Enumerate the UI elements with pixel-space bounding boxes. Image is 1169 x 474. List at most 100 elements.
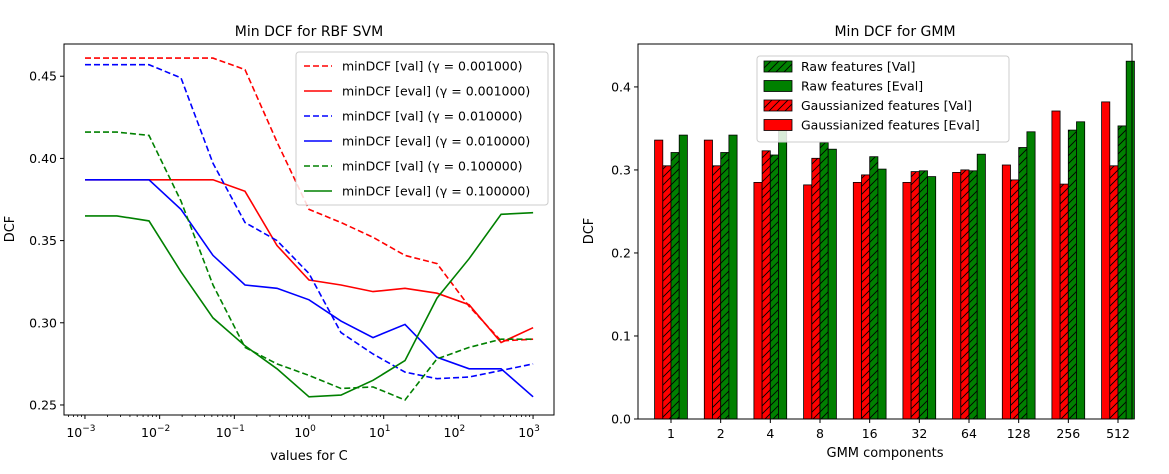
gmm-x-tick-label: 128	[1007, 426, 1031, 441]
gmm-x-tick-label: 1	[667, 426, 675, 441]
gmm-bar-hatch	[1118, 125, 1127, 420]
gmm-bar	[803, 184, 813, 420]
svm-legend-box	[295, 51, 549, 206]
svm-line-chart: Min DCF for RBF SVM 10−3 10−2 10−1 100 101 10…	[3, 24, 555, 464]
svm-y-tick-label: 0.45	[29, 69, 57, 84]
svm-x-tick-label: 103	[518, 424, 540, 440]
gmm-x-tick-label: 64	[961, 426, 977, 441]
gmm-bar-hatch	[720, 152, 729, 419]
svm-series-line-1	[85, 179, 534, 344]
gmm-bar	[678, 134, 688, 420]
gmm-bar	[703, 139, 713, 420]
gmm-bar-hatch	[1068, 130, 1077, 419]
gmm-x-tick-label: 8	[816, 426, 824, 441]
gmm-legend-swatch	[763, 119, 793, 131]
gmm-y-axis: 0.0 0.1 0.2 0.3 0.4	[611, 79, 638, 427]
gmm-y-tick-label: 0.0	[611, 412, 631, 427]
gmm-bar	[852, 181, 862, 420]
svm-y-axis-label: DCF	[3, 216, 18, 243]
svm-series-line-5	[85, 211, 534, 398]
gmm-bar-hatch	[1018, 147, 1027, 419]
gmm-bar-hatch	[671, 152, 680, 419]
gmm-bar-hatch	[811, 158, 820, 420]
gmm-legend-label: Gaussianized features [Val]	[801, 98, 972, 113]
svm-legend-label: minDCF [val] (γ = 0.100000)	[342, 159, 523, 174]
gmm-bar	[976, 153, 986, 420]
gmm-bar	[1026, 131, 1036, 420]
gmm-bar-hatch	[1109, 165, 1118, 419]
gmm-bar-hatch	[969, 170, 978, 419]
gmm-bar-chart: Min DCF for GMM 1 2 4 8 16 32 64 128 256 512 0.00…	[582, 24, 1135, 461]
gmm-x-tick-label: 512	[1106, 426, 1130, 441]
gmm-x-tick-label: 4	[766, 426, 774, 441]
gmm-y-tick-label: 0.3	[611, 162, 631, 177]
gmm-bar-hatch	[712, 165, 721, 419]
gmm-bar-hatch	[911, 171, 920, 419]
gmm-bar-hatch	[861, 174, 870, 419]
gmm-x-tick-label: 256	[1056, 426, 1080, 441]
svm-series-line-4	[85, 131, 534, 401]
svm-y-tick-label: 0.25	[29, 397, 57, 412]
svm-series-line-3	[85, 179, 534, 398]
gmm-y-tick-label: 0.1	[611, 328, 631, 343]
gmm-bar-hatch	[1010, 179, 1019, 419]
gmm-legend-label: Raw features [Val]	[801, 59, 915, 74]
gmm-bar	[1051, 110, 1061, 420]
svm-legend-label: minDCF [val] (γ = 0.010000)	[342, 109, 523, 124]
gmm-bar-hatch	[662, 165, 671, 419]
svm-series-line-0	[85, 57, 534, 342]
gmm-bar-hatch	[762, 150, 771, 420]
gmm-bar	[728, 134, 738, 420]
gmm-legend: Raw features [Val] Raw features [Eval] Gau…	[756, 55, 1010, 143]
gmm-y-tick-label: 0.4	[611, 79, 631, 94]
svm-x-tick-label: 101	[369, 424, 391, 440]
gmm-bar	[952, 171, 962, 420]
gmm-x-tick-label: 2	[717, 426, 725, 441]
svm-y-axis: 0.25 0.30 0.35 0.40 0.45	[29, 69, 64, 412]
svm-x-tick-label: 10−2	[141, 424, 170, 440]
svm-x-tick-label: 100	[294, 424, 316, 440]
svm-x-axis-label: values for C	[270, 449, 348, 464]
svm-x-tick-label: 10−3	[66, 424, 95, 440]
gmm-bar	[1001, 164, 1011, 420]
svm-y-tick-label: 0.40	[29, 151, 57, 166]
gmm-chart-title: Min DCF for GMM	[834, 24, 955, 40]
gmm-bar	[753, 181, 763, 420]
svm-legend-label: minDCF [eval] (γ = 0.010000)	[342, 134, 530, 149]
gmm-bar-hatch	[820, 142, 829, 419]
gmm-x-axis-label: GMM components	[827, 446, 944, 461]
gmm-bar-hatch	[960, 169, 969, 419]
svm-y-tick-label: 0.35	[29, 233, 57, 248]
svm-x-axis: 10−3 10−2 10−1 100 101 102 103	[66, 415, 540, 440]
gmm-bar	[1076, 121, 1086, 420]
gmm-axes-frame	[637, 43, 1133, 420]
svm-x-tick-label: 102	[444, 424, 466, 440]
svm-x-tick-label: 10−1	[216, 424, 245, 440]
gmm-legend-swatch	[763, 80, 793, 92]
gmm-bar	[902, 181, 912, 420]
gmm-bar-hatch	[1060, 184, 1069, 419]
gmm-bar-hatch	[919, 170, 928, 419]
gmm-legend-swatch-hatch	[764, 100, 792, 111]
svm-chart-title: Min DCF for RBF SVM	[235, 24, 383, 40]
gmm-y-axis-label: DCF	[582, 218, 597, 245]
gmm-legend-swatch-hatch	[764, 61, 792, 72]
gmm-bar	[927, 176, 937, 420]
gmm-bar	[654, 139, 664, 420]
gmm-legend-box	[756, 55, 1010, 143]
svm-plot-area	[85, 57, 534, 401]
gmm-bar	[827, 148, 837, 420]
gmm-x-tick-label: 16	[862, 426, 878, 441]
svm-legend-label: minDCF [val] (γ = 0.001000)	[342, 59, 523, 74]
svm-legend-label: minDCF [eval] (γ = 0.100000)	[342, 184, 530, 199]
gmm-y-tick-label: 0.2	[611, 245, 631, 260]
gmm-bar	[1125, 60, 1135, 420]
gmm-x-axis: 1 2 4 8 16 32 64 128 256 512	[667, 419, 1130, 441]
svm-series-line-2	[85, 63, 534, 380]
gmm-x-tick-label: 32	[911, 426, 927, 441]
gmm-bar	[778, 122, 788, 420]
gmm-legend-label: Raw features [Eval]	[801, 79, 923, 94]
svm-y-tick-label: 0.30	[29, 315, 57, 330]
gmm-bar-hatch	[869, 156, 878, 419]
